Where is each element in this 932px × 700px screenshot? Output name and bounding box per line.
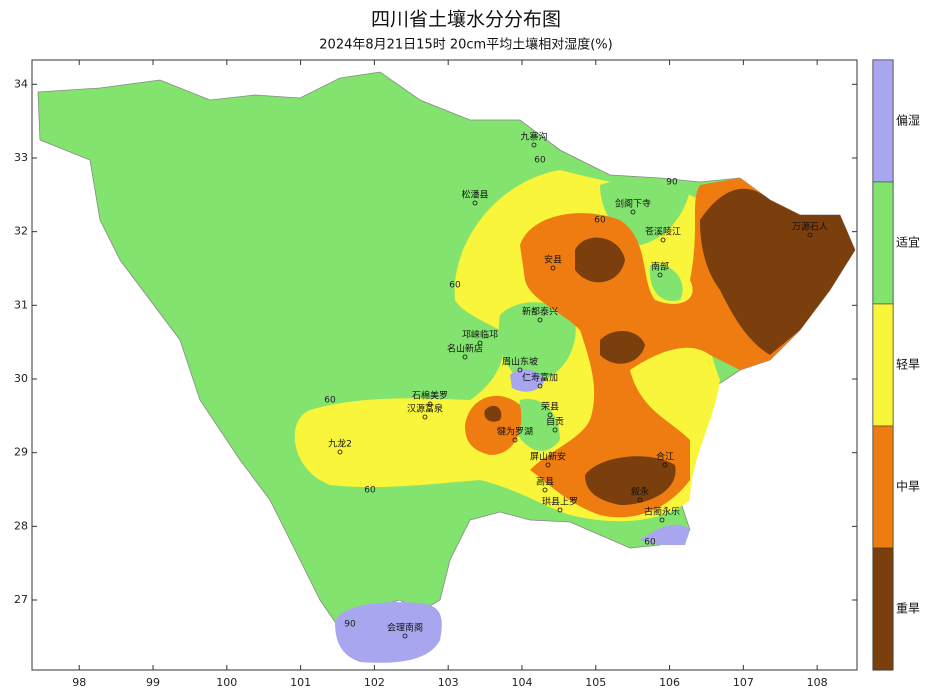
station-label: 高县	[536, 476, 554, 488]
legend-label: 偏湿	[896, 113, 920, 128]
x-tick-label: 100	[216, 676, 237, 689]
station-dot	[552, 427, 558, 433]
station-dot	[657, 272, 663, 278]
contour-label: 60	[534, 156, 546, 166]
x-tick-label: 98	[72, 676, 86, 689]
station-dot	[531, 142, 537, 148]
station-dot	[545, 462, 551, 468]
x-tick-label: 105	[585, 676, 606, 689]
contour-label: 60	[594, 216, 606, 226]
legend-label: 适宜	[896, 235, 920, 250]
contour-label: 60	[364, 486, 376, 496]
station-label: 松潘县	[461, 189, 488, 201]
station-dot	[637, 497, 643, 503]
x-tick-label: 102	[364, 676, 385, 689]
y-tick-label: 31	[14, 298, 28, 311]
station-label: 苍溪陵江	[645, 226, 681, 238]
y-tick-label: 34	[14, 77, 28, 90]
x-tick-label: 108	[807, 676, 828, 689]
y-tick-label: 27	[14, 593, 28, 606]
station-dot	[462, 354, 468, 360]
station-dot	[547, 412, 553, 418]
station-label: 荣县	[541, 401, 559, 413]
station-label: 古蔺永乐	[644, 506, 680, 518]
x-tick-label: 103	[438, 676, 459, 689]
station-dot	[537, 317, 543, 323]
station-dot	[422, 414, 428, 420]
legend-swatch	[872, 425, 894, 549]
station-label: 安县	[544, 254, 562, 266]
station-label: 会理南阁	[387, 622, 423, 634]
contour-label: 60	[449, 281, 461, 291]
legend-swatch	[872, 547, 894, 671]
title: 四川省土壤水分分布图	[371, 9, 561, 31]
station-label: 眉山东坡	[502, 356, 538, 368]
station-label: 邛崃临邛	[462, 329, 498, 341]
station-dot	[537, 383, 543, 389]
station-label: 汉源富泉	[407, 403, 443, 415]
x-tick-label: 99	[146, 676, 160, 689]
y-tick-label: 32	[14, 225, 28, 238]
station-label: 名山新店	[447, 343, 483, 355]
station-label: 新都泰兴	[522, 306, 558, 318]
contour-label: 90	[344, 620, 356, 630]
station-label: 九龙2	[328, 438, 352, 450]
contour-label: 90	[666, 178, 678, 188]
station-dot	[630, 209, 636, 215]
station-label: 石棉美罗	[412, 390, 448, 402]
x-tick-label: 107	[733, 676, 754, 689]
station-label: 屏山新安	[530, 451, 566, 463]
legend-swatch	[872, 59, 894, 183]
contour-label: 60	[644, 538, 656, 548]
y-tick-label: 28	[14, 519, 28, 532]
station-dot	[472, 200, 478, 206]
station-dot	[337, 449, 343, 455]
y-tick-label: 30	[14, 372, 28, 385]
y-tick-label: 33	[14, 151, 28, 164]
legend-label: 轻旱	[896, 358, 920, 372]
station-label: 合江	[656, 451, 674, 463]
station-label: 叙永	[631, 486, 649, 498]
subtitle: 2024年8月21日15时 20cm平均土壤相对湿度(%)	[319, 37, 612, 53]
x-tick-label: 101	[290, 676, 311, 689]
station-label: 犍为罗湖	[497, 426, 533, 438]
legend-label: 重旱	[896, 602, 920, 616]
station-label: 南部	[651, 261, 669, 273]
station-dot	[659, 517, 665, 523]
legend-label: 中旱	[896, 479, 920, 494]
station-dot	[662, 462, 668, 468]
severe-drought-area	[484, 188, 855, 506]
station-label: 剑阁下寺	[615, 198, 651, 210]
x-tick-label: 104	[511, 676, 532, 689]
y-tick-label: 29	[14, 446, 28, 459]
station-dot	[477, 340, 483, 346]
station-label: 珙县上罗	[542, 496, 578, 508]
contour-label: 60	[324, 396, 336, 406]
station-dot	[517, 367, 523, 373]
legend-swatch	[872, 303, 894, 427]
station-dot	[550, 265, 556, 271]
wet-area	[335, 369, 690, 663]
station-label: 仁寿富加	[522, 372, 558, 384]
station-label: 自贡	[546, 416, 564, 428]
x-tick-label: 106	[659, 676, 680, 689]
legend-swatch	[872, 181, 894, 305]
station-dot	[512, 437, 518, 443]
station-dot	[402, 633, 408, 639]
station-dot	[557, 507, 563, 513]
station-dot	[427, 401, 433, 407]
station-dot	[542, 487, 548, 493]
station-label: 万源石人	[792, 222, 828, 233]
station-dot	[807, 232, 813, 238]
station-label: 九寨沟	[520, 131, 547, 143]
province-fill	[37, 71, 856, 663]
station-dot	[660, 237, 666, 243]
